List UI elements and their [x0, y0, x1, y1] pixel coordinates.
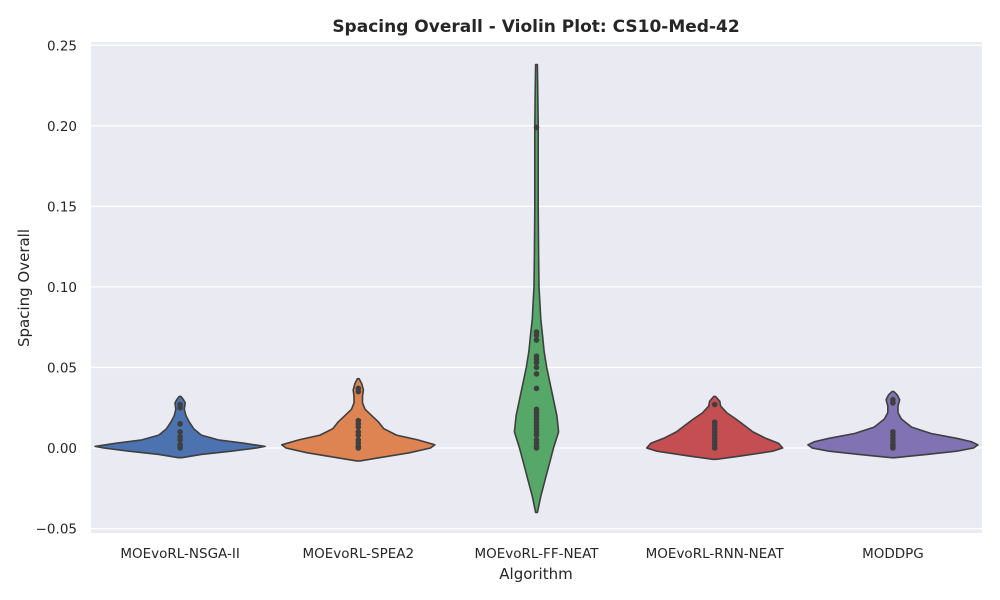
data-point	[533, 406, 540, 413]
data-point	[355, 385, 362, 392]
data-point	[533, 364, 540, 371]
violin-body	[807, 390, 979, 459]
data-point	[533, 437, 540, 443]
data-point	[355, 437, 362, 443]
data-point	[890, 396, 896, 403]
x-tick-label: MOEvoRL-RNN-NEAT	[646, 546, 785, 562]
data-points	[177, 124, 896, 451]
y-tick-label: 0.20	[47, 119, 77, 135]
data-point	[711, 419, 718, 426]
y-tick-label: 0.10	[47, 280, 77, 296]
data-point	[177, 429, 183, 435]
x-tick-label: MOEvoRL-NSGA-II	[120, 546, 240, 562]
data-point	[177, 401, 183, 408]
y-tick-label: 0.00	[47, 441, 77, 457]
data-point	[711, 401, 718, 408]
x-tick-label: MOEvoRL-SPEA2	[302, 546, 414, 562]
x-tick-label: MODDPG	[862, 546, 924, 562]
y-tick-label: 0.25	[47, 38, 77, 54]
x-tick-label: MOEvoRL-FF-NEAT	[474, 546, 599, 562]
data-point	[533, 124, 540, 131]
y-axis-ticks: −0.05 0.00 0.05 0.10 0.15 0.20 0.25	[36, 38, 77, 537]
y-tick-label: 0.15	[47, 199, 77, 215]
data-point	[355, 429, 362, 435]
data-point	[533, 353, 540, 359]
data-point	[890, 429, 896, 435]
y-tick-label: −0.05	[36, 522, 77, 538]
data-point	[355, 417, 362, 424]
data-point	[177, 433, 183, 440]
data-point	[533, 337, 540, 343]
y-tick-label: 0.05	[47, 360, 77, 376]
y-axis-label: Spacing Overall	[15, 229, 33, 347]
x-axis-label: Algorithm	[499, 565, 572, 583]
data-point	[533, 329, 540, 335]
data-point	[533, 385, 540, 392]
x-axis-ticks: MOEvoRL-NSGA-II MOEvoRL-SPEA2 MOEvoRL-FF-N…	[120, 546, 923, 562]
data-point	[177, 421, 183, 427]
chart-title: Spacing Overall - Violin Plot: CS10-Med-…	[332, 17, 739, 37]
data-point	[177, 441, 183, 448]
violin-body	[513, 63, 560, 514]
violins	[94, 63, 979, 514]
violin-body	[94, 395, 266, 459]
data-point	[533, 371, 540, 377]
